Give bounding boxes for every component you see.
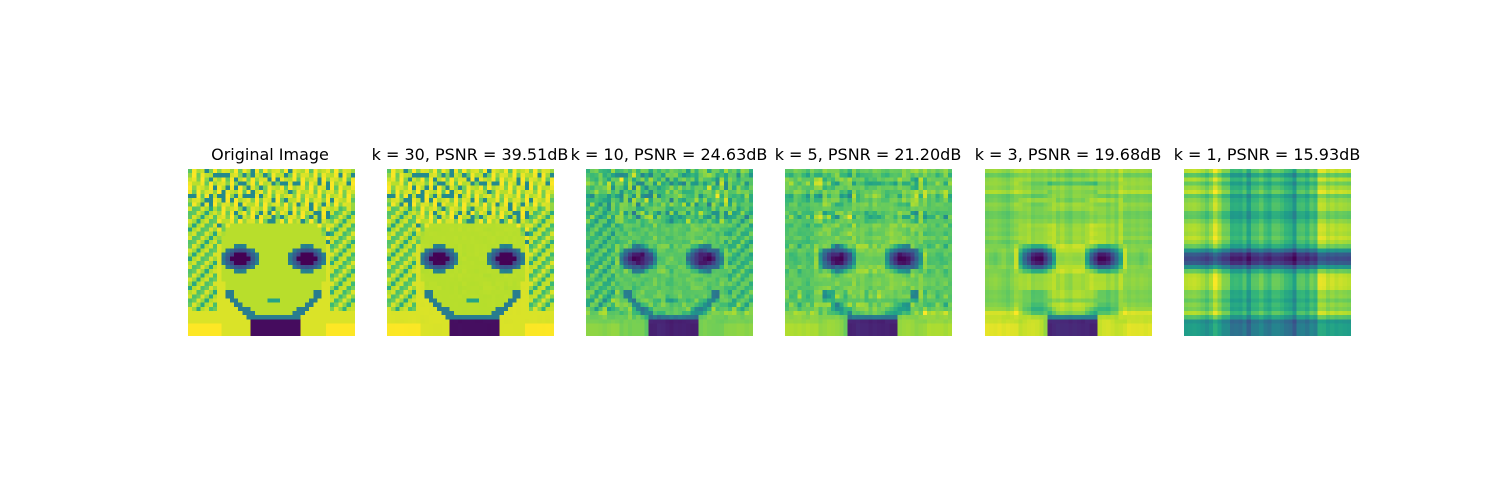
reconstruction-k5-image <box>785 169 952 336</box>
reconstruction-k10-image <box>586 169 753 336</box>
original-image <box>188 169 355 336</box>
panel-title-original: Original Image <box>211 145 329 164</box>
panel-title-k30: k = 30, PSNR = 39.51dB <box>371 145 569 164</box>
panel-title-k10: k = 10, PSNR = 24.63dB <box>570 145 768 164</box>
reconstruction-k30-image <box>387 169 554 336</box>
panel-title-k1: k = 1, PSNR = 15.93dB <box>1173 145 1361 164</box>
reconstruction-k1-image <box>1184 169 1351 336</box>
panel-title-k3: k = 3, PSNR = 19.68dB <box>974 145 1162 164</box>
reconstruction-k3-image <box>985 169 1152 336</box>
panel-title-k5: k = 5, PSNR = 21.20dB <box>774 145 962 164</box>
